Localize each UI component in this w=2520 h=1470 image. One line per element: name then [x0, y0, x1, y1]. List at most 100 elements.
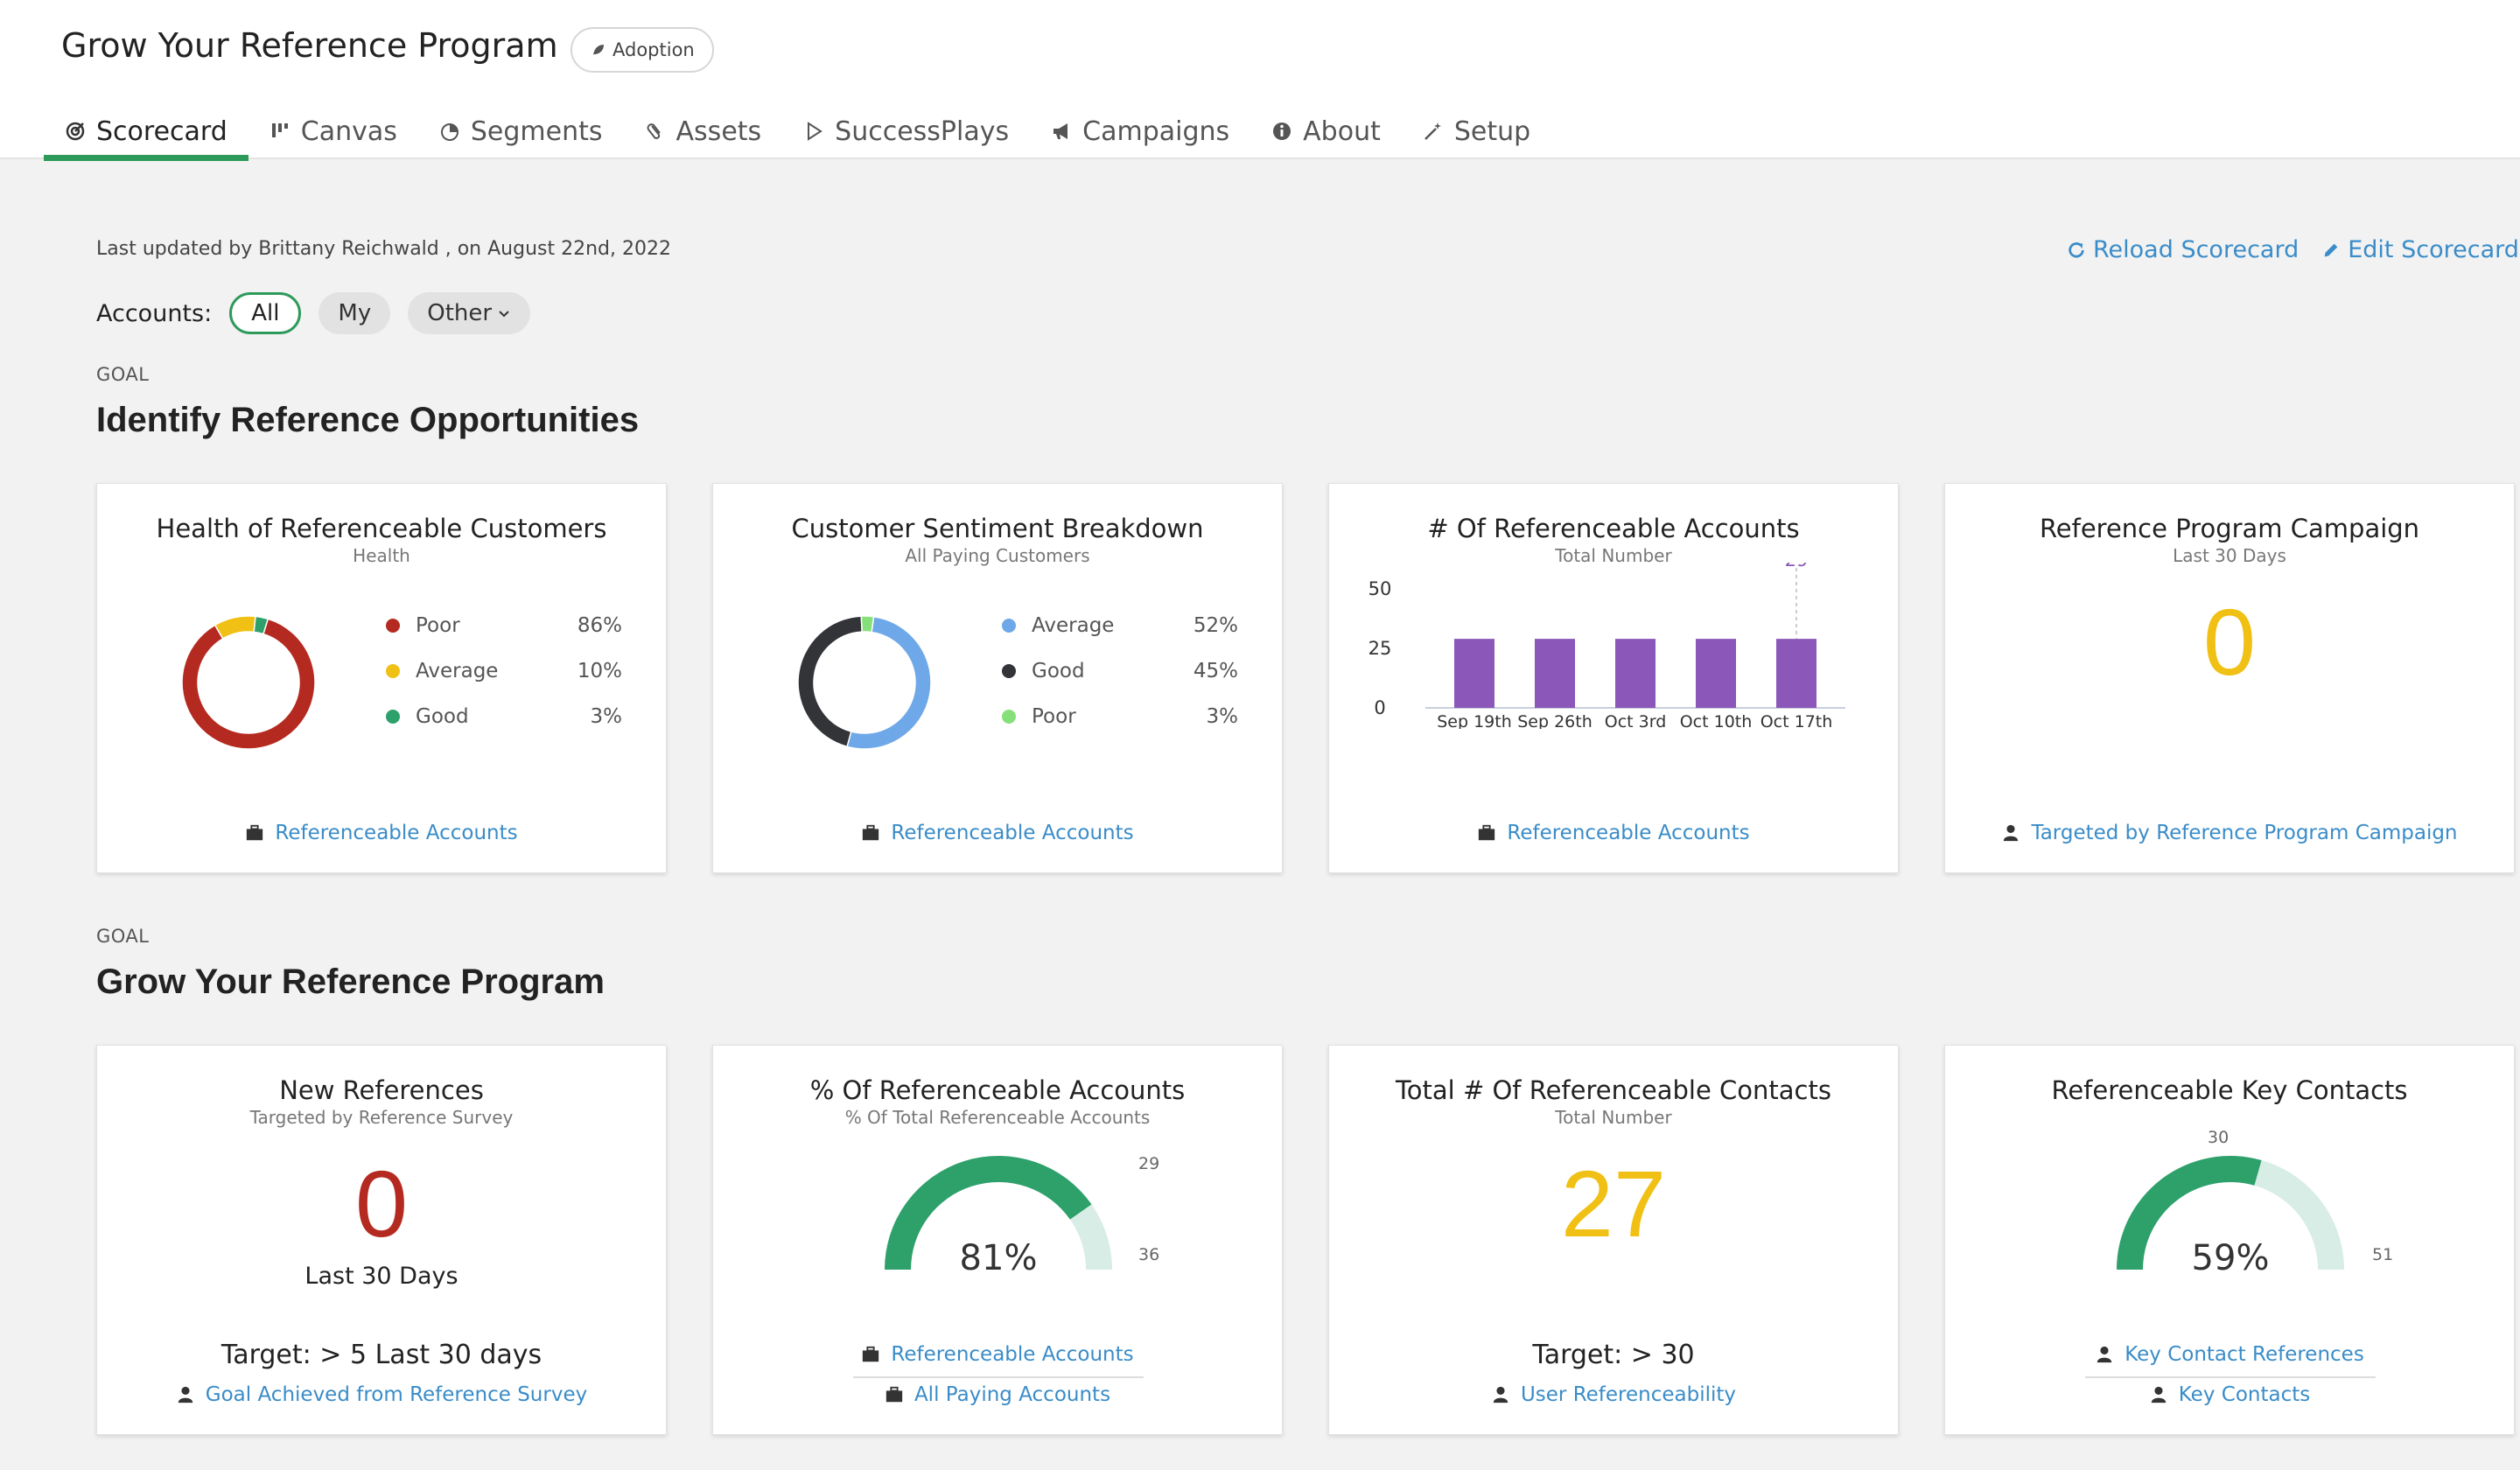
accounts-filter: Accounts: All My Other: [96, 292, 531, 334]
legend-percent: 45%: [1193, 660, 1238, 682]
leaf-icon: [593, 45, 604, 55]
tab-label: Canvas: [300, 116, 397, 147]
filter-my-pill[interactable]: My: [318, 292, 391, 334]
donut-slice-average[interactable]: [214, 615, 256, 640]
key-contacts-link[interactable]: Key Contacts: [1945, 1383, 2514, 1406]
goal-achieved-link[interactable]: Goal Achieved from Reference Survey: [97, 1383, 666, 1406]
sentiment-legend: Average 52% Good 45% Poor 3%: [1002, 603, 1238, 739]
tab-label: Segments: [470, 116, 603, 147]
link-label: Goal Achieved from Reference Survey: [205, 1383, 588, 1406]
legend-dot: [1002, 710, 1016, 724]
goal-label: GOAL: [96, 364, 150, 385]
card-title: % Of Referenceable Accounts: [809, 1075, 1186, 1105]
target-label: Target: > 5 Last 30 days: [220, 1340, 542, 1370]
link-label: Key Contact References: [2124, 1343, 2364, 1366]
donut-slice-average[interactable]: [846, 615, 932, 750]
referenceable-accounts-link[interactable]: Referenceable Accounts: [713, 1343, 1282, 1366]
gauge-max-label: 51: [2372, 1245, 2394, 1264]
card-subtitle: % Of Total Referenceable Accounts: [844, 1107, 1151, 1128]
bar-1[interactable]: [1535, 639, 1575, 708]
targeted-campaign-link[interactable]: Targeted by Reference Program Campaign: [1945, 822, 2514, 844]
pencil-icon: [2324, 243, 2338, 256]
y-tick-label: 0: [1374, 697, 1385, 718]
briefcase-icon: [247, 824, 263, 841]
tab-label: Campaigns: [1082, 116, 1230, 147]
legend-item-average[interactable]: Average 52%: [1002, 603, 1238, 648]
referenceable-accounts-link[interactable]: Referenceable Accounts: [1329, 822, 1898, 844]
user-icon: [2096, 1346, 2112, 1363]
campaign-value: 0: [2202, 589, 2257, 695]
last-updated-text: Last updated by Brittany Reichwald , on …: [96, 238, 671, 260]
link-label: User Referenceability: [1520, 1383, 1737, 1406]
legend-label: Average: [416, 660, 499, 682]
briefcase-icon: [863, 824, 879, 841]
card-subtitle: All Paying Customers: [905, 545, 1090, 566]
donut-slice-poor[interactable]: [860, 615, 875, 634]
health-card: Health of Referenceable Customers Health…: [96, 483, 667, 873]
user-icon: [2004, 824, 2019, 842]
filter-label: Accounts:: [96, 299, 213, 327]
briefcase-icon: [1479, 824, 1495, 841]
legend-percent: 86%: [577, 614, 622, 637]
referenceable-accounts-link[interactable]: Referenceable Accounts: [713, 822, 1282, 844]
legend-item-poor[interactable]: Poor 86%: [386, 603, 622, 648]
link-label: Referenceable Accounts: [275, 822, 518, 844]
legend-item-good[interactable]: Good 45%: [1002, 648, 1238, 694]
edit-scorecard-button[interactable]: Edit Scorecard: [2321, 236, 2519, 263]
user-referenceability-link[interactable]: User Referenceability: [1329, 1383, 1898, 1406]
pct-referenceable-card: % Of Referenceable Accounts % Of Total R…: [712, 1045, 1283, 1435]
bar-2[interactable]: [1615, 639, 1656, 708]
briefcase-icon: [886, 1386, 903, 1403]
bar-3[interactable]: [1696, 639, 1736, 708]
refresh-icon: [2068, 242, 2084, 257]
adoption-badge[interactable]: Adoption: [570, 27, 714, 73]
gauge-max-label: 36: [1138, 1245, 1160, 1264]
card-subtitle: Last 30 Days: [2173, 545, 2286, 566]
bar-4[interactable]: [1776, 639, 1816, 708]
tab-segments[interactable]: Segments: [418, 103, 624, 159]
key-contact-references-link[interactable]: Key Contact References: [1945, 1343, 2514, 1366]
referenceable-accounts-link[interactable]: Referenceable Accounts: [97, 822, 666, 844]
card-subtitle: Total Number: [1555, 545, 1672, 566]
tab-label: Assets: [676, 116, 762, 147]
tab-about[interactable]: About: [1250, 103, 1402, 159]
card-title: Total # Of Referenceable Contacts: [1396, 1075, 1831, 1105]
filter-all-pill[interactable]: All: [229, 292, 302, 334]
link-label: Targeted by Reference Program Campaign: [2031, 822, 2458, 844]
tab-canvas[interactable]: Canvas: [248, 103, 418, 159]
gauge-percent: 81%: [959, 1238, 1038, 1278]
legend-dot: [1002, 664, 1016, 678]
card-subtitle: Total Number: [1555, 1107, 1672, 1128]
x-tick-label: Oct 17th: [1760, 712, 1833, 729]
all-paying-accounts-link[interactable]: All Paying Accounts: [713, 1383, 1282, 1406]
bar-0[interactable]: [1454, 639, 1494, 708]
tab-campaigns[interactable]: Campaigns: [1030, 103, 1250, 159]
tab-scorecard[interactable]: Scorecard: [44, 103, 248, 161]
bar-annotation-label: 29: [1785, 563, 1809, 570]
card-title: Customer Sentiment Breakdown: [791, 514, 1204, 543]
tab-label: Scorecard: [96, 116, 228, 147]
paperclip-icon: [647, 123, 661, 139]
tab-successplays[interactable]: SuccessPlays: [782, 103, 1030, 159]
card-title: New References: [279, 1075, 484, 1105]
legend-item-average[interactable]: Average 10%: [386, 648, 622, 694]
donut-slice-poor[interactable]: [181, 618, 316, 750]
reload-scorecard-button[interactable]: Reload Scorecard: [2067, 236, 2299, 263]
donut-slice-good[interactable]: [797, 615, 863, 748]
new-references-card: New References Targeted by Reference Sur…: [96, 1045, 667, 1435]
legend-percent: 3%: [590, 705, 623, 728]
tab-setup[interactable]: Setup: [1402, 103, 1551, 159]
legend-label: Poor: [416, 614, 460, 637]
filter-other-dropdown[interactable]: Other: [408, 292, 531, 334]
gauge-fill: [885, 1156, 1092, 1270]
donut-slice-good[interactable]: [253, 615, 270, 635]
y-tick-label: 25: [1368, 638, 1392, 659]
gauge-percent: 59%: [2191, 1238, 2270, 1278]
legend-item-poor[interactable]: Poor 3%: [1002, 694, 1238, 739]
card-subtitle: Health: [353, 545, 410, 566]
tab-bar: Scorecard Canvas Segments Assets Success…: [44, 103, 1551, 161]
health-donut-chart: [181, 615, 316, 750]
tab-assets[interactable]: Assets: [624, 103, 783, 159]
legend-item-good[interactable]: Good 3%: [386, 694, 622, 739]
card-title: # Of Referenceable Accounts: [1427, 514, 1800, 543]
